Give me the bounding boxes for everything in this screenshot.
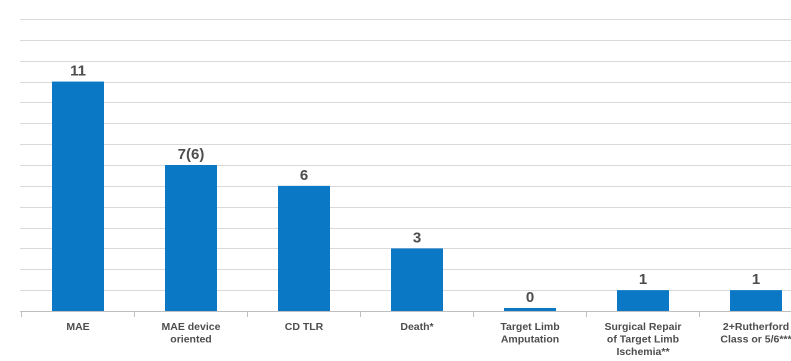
bar <box>278 185 330 311</box>
data-label: 1 <box>752 271 760 288</box>
x-tick-label: 2+Rutherford Class or 5/6*** <box>720 321 791 346</box>
data-label: 3 <box>413 229 421 246</box>
data-label: 1 <box>639 271 647 288</box>
x-tick-label: Target Limb Amputation <box>500 321 559 346</box>
x-tick-label: MAE <box>66 321 89 333</box>
data-label: 7(6) <box>178 146 205 163</box>
x-tick-label: Death* <box>400 321 434 333</box>
bar <box>391 248 443 311</box>
bar <box>504 308 556 311</box>
x-tick-label: CD TLR <box>285 321 324 333</box>
data-label: 0 <box>526 289 534 306</box>
x-axis <box>20 311 791 317</box>
bar <box>617 290 669 311</box>
gridlines <box>20 19 791 291</box>
bars <box>52 81 782 311</box>
x-tick-label: MAE device oriented <box>162 321 221 346</box>
bar <box>52 81 104 311</box>
bar <box>730 290 782 311</box>
data-label: 11 <box>70 63 86 80</box>
data-label: 6 <box>300 167 308 184</box>
category-labels: MAE MAE device oriented CD TLR Death* Target … <box>66 321 791 358</box>
x-tick-label: Surgical Repair of Target Limb Ischemia** <box>604 321 681 358</box>
bar <box>165 165 217 311</box>
